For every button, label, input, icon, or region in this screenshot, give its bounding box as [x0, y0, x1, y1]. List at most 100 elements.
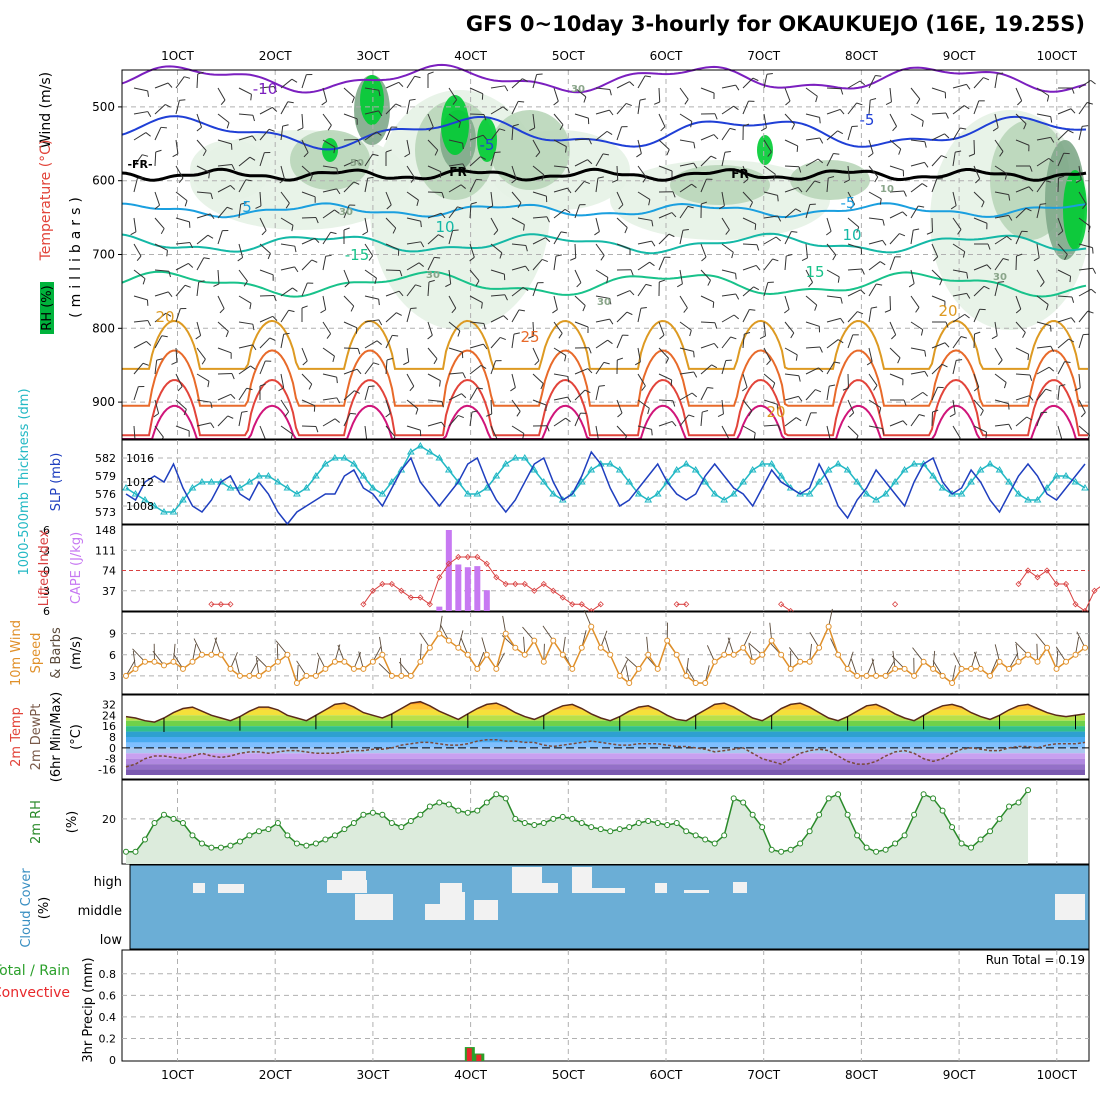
thickness-line-point: [644, 496, 653, 503]
wind10m-barb: [316, 652, 326, 670]
lifted-index-label: Lifted Index: [37, 529, 52, 606]
wind-barb-flag: [842, 387, 849, 391]
wind-barb-flag: [165, 312, 172, 317]
wind-barb-flag: [542, 258, 548, 263]
wind-barb: [175, 373, 183, 387]
wind10m-speed-line-point: [778, 651, 785, 658]
rh2m-line-point: [730, 795, 737, 802]
wind-barb: [1036, 295, 1049, 305]
wind-barb-flag: [480, 364, 487, 369]
wind-barb-flag: [939, 279, 943, 286]
wind-barb-flag: [528, 335, 534, 339]
wind-barb: [1078, 217, 1091, 227]
wind-barb: [238, 387, 248, 401]
wind-barb: [742, 77, 754, 89]
rh2m-line-point: [474, 807, 481, 814]
wind-barb: [238, 204, 242, 219]
thickness-line-point: [530, 466, 539, 473]
wind-barb: [133, 386, 139, 401]
wind-barb: [532, 139, 541, 153]
wind10m-barb: [255, 658, 260, 676]
thickness-line-point: [710, 490, 719, 497]
thickness-line-point: [511, 454, 520, 461]
wind-barb: [826, 153, 834, 167]
wind-barb: [427, 321, 433, 336]
wind-barb: [1036, 412, 1042, 427]
wind-barb-flag: [336, 168, 339, 175]
wind-barb-flag: [949, 413, 956, 418]
thickness-tick-label: 573: [95, 506, 116, 519]
wind-barb: [175, 165, 184, 179]
wind-barb-flag: [398, 81, 404, 87]
cloud-mid-block: [474, 900, 498, 920]
wind-barb: [595, 269, 609, 278]
precip-tick-label: 0.2: [99, 1032, 117, 1045]
wind-barb: [364, 243, 374, 257]
wind-barb-flag: [879, 261, 886, 266]
bottom-date-label: 5OCT: [552, 1068, 585, 1082]
thickness-line-point: [587, 466, 596, 473]
wind-barb: [406, 139, 411, 154]
thickness-line-point: [150, 502, 159, 509]
lifted-index-point: [1024, 567, 1032, 574]
rh2m-line-point: [322, 836, 329, 843]
wind-barb-flag: [659, 279, 666, 283]
wind10m-speed-line-point: [673, 651, 680, 658]
wind-barb-flag: [241, 410, 248, 413]
cloud-high-block: [572, 867, 592, 893]
wind-barb-flag: [916, 98, 921, 105]
rh2m-line-point: [673, 820, 680, 826]
wind10m-speed-line-point: [123, 672, 129, 679]
wind-barb: [175, 242, 190, 245]
cape-bar: [474, 566, 481, 611]
wind-barb: [826, 217, 832, 232]
wind-barb: [994, 258, 1004, 271]
wind-barb: [154, 269, 169, 272]
wind-barb: [616, 290, 631, 297]
wind-barb-flag: [154, 204, 160, 210]
lifted-index-point: [559, 594, 566, 601]
wind-barb: [973, 165, 981, 179]
wind-barb-flag: [385, 412, 391, 418]
wind-barb: [175, 284, 186, 297]
wind-barb: [154, 217, 165, 229]
rh2m-line-point: [588, 824, 595, 831]
wind-barb-flag: [315, 217, 319, 224]
contour-label: 20: [938, 302, 957, 320]
wind10m-barb: [214, 637, 222, 655]
wind-barb: [868, 239, 883, 245]
rh2m-series: [123, 787, 1032, 864]
wind10m-barb: [828, 608, 833, 627]
wind-barb: [217, 206, 228, 219]
wind-barb: [973, 217, 988, 224]
wind-barb-flag: [676, 283, 683, 288]
wind10m-speed-line-point: [1034, 658, 1041, 665]
wind-barb: [1057, 317, 1072, 323]
rh2m-line-point: [540, 820, 547, 826]
wind10m-speed-line-point: [749, 658, 756, 665]
wind-barb: [553, 295, 558, 310]
wind-barb-flag: [471, 410, 478, 413]
wind-barb-flag: [945, 321, 949, 328]
wind-barb-flag: [504, 294, 508, 301]
bottom-date-label: 3OCT: [357, 1068, 390, 1082]
rh2m-line-point: [350, 820, 357, 826]
wind10m-speed-line-point: [464, 651, 471, 658]
wind-barb-flag: [1064, 361, 1071, 363]
wind-barb-flag: [1080, 412, 1086, 418]
wind-barb-flag: [843, 179, 850, 184]
wind-barb-flag: [494, 151, 501, 153]
temp-band: [126, 769, 1085, 775]
rh2m-line-point: [702, 836, 709, 843]
wind-barb-flag: [902, 211, 908, 217]
wind10m-speed-line-point: [284, 651, 291, 658]
lifted-index-point: [673, 601, 680, 608]
wind-barb: [154, 399, 160, 414]
top-date-label: 10OCT: [1037, 49, 1078, 63]
wind-barb: [469, 364, 482, 375]
thickness-line-point: [615, 466, 624, 473]
rh2m-line-point: [711, 840, 718, 847]
wind-barb: [952, 152, 956, 167]
wind-barb: [280, 217, 294, 226]
